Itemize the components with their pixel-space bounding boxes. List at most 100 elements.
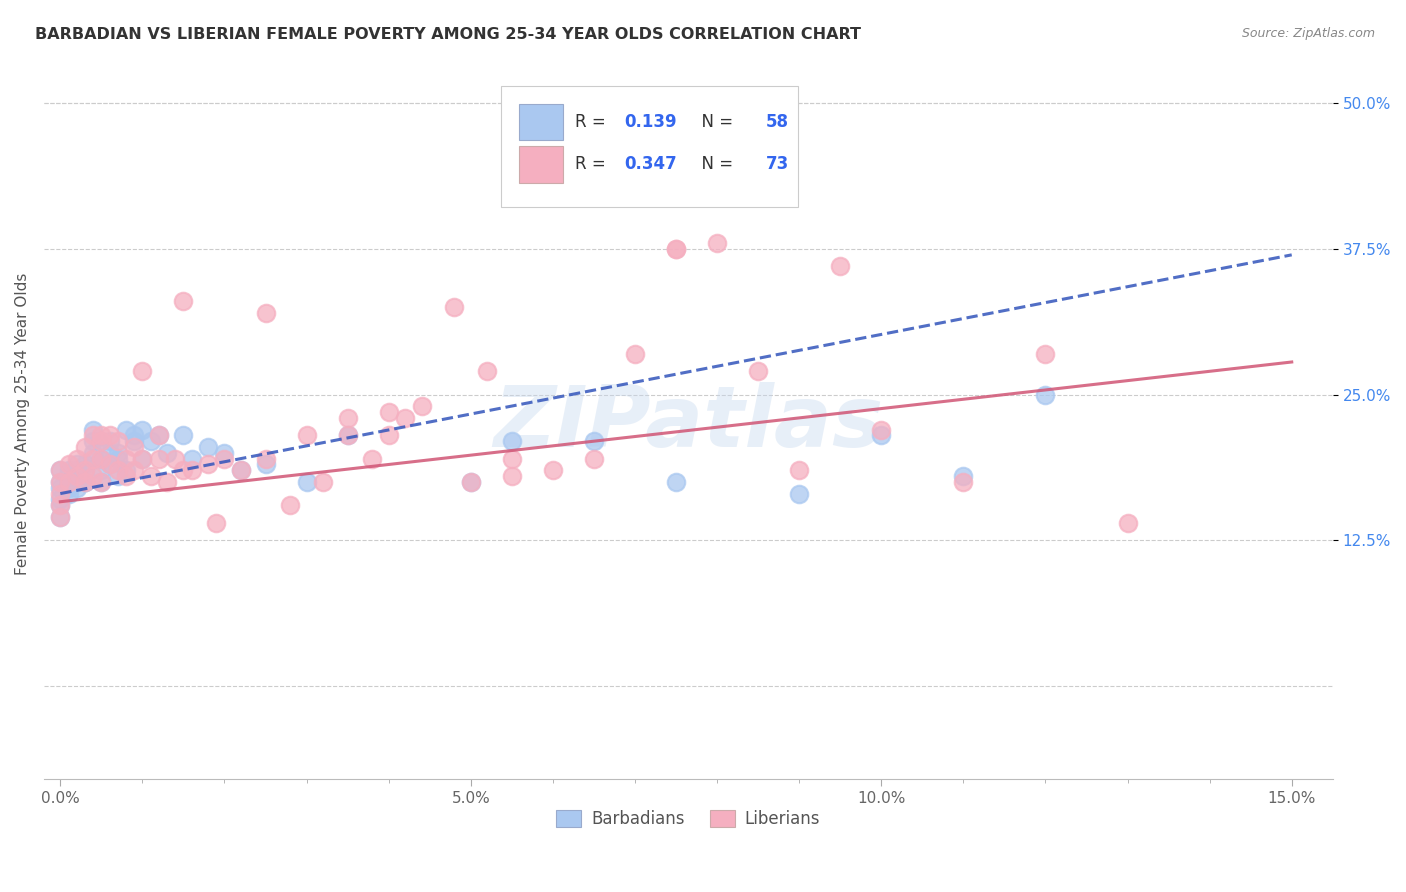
Point (82, 469, 104, 483)
Text: 73: 73 (766, 155, 789, 173)
Text: ZIPatlas: ZIPatlas (494, 382, 883, 466)
Point (501, 451, 523, 466)
Point (254, 451, 277, 466)
Point (443, 300, 465, 314)
Point (460, 475, 482, 489)
Point (66, 469, 89, 483)
Point (90, 434, 112, 449)
FancyBboxPatch shape (519, 146, 564, 183)
Point (139, 469, 162, 483)
Point (49, 481, 72, 495)
Point (115, 463, 138, 477)
Point (377, 405, 399, 419)
Point (107, 469, 129, 483)
Point (197, 458, 219, 472)
Point (336, 428, 359, 442)
Point (624, 347, 647, 361)
Point (139, 434, 162, 449)
Point (665, 242, 688, 256)
Text: BARBADIAN VS LIBERIAN FEMALE POVERTY AMONG 25-34 YEAR OLDS CORRELATION CHART: BARBADIAN VS LIBERIAN FEMALE POVERTY AMO… (35, 27, 860, 42)
Point (665, 242, 688, 256)
Point (229, 463, 252, 477)
Point (156, 446, 179, 460)
Point (148, 428, 170, 442)
Point (501, 469, 523, 483)
Text: R =: R = (575, 112, 612, 131)
Point (582, 451, 605, 466)
Point (90, 428, 112, 442)
Point (336, 410, 359, 425)
Point (73, 463, 96, 477)
Point (131, 423, 153, 437)
Point (49, 475, 72, 489)
Point (49, 463, 72, 477)
Point (58, 481, 80, 495)
Point (98, 434, 121, 449)
Point (541, 166, 564, 180)
Point (49, 509, 72, 524)
Point (73, 458, 96, 472)
Point (66, 469, 89, 483)
Point (66, 463, 89, 477)
FancyBboxPatch shape (519, 103, 564, 140)
Point (131, 364, 153, 378)
Point (115, 469, 138, 483)
Point (477, 364, 499, 378)
Point (107, 463, 129, 477)
Point (49, 498, 72, 512)
Point (830, 260, 852, 274)
Y-axis label: Female Poverty Among 25-34 Year Olds: Female Poverty Among 25-34 Year Olds (15, 273, 30, 575)
Point (952, 469, 974, 483)
Point (156, 475, 179, 489)
Point (131, 451, 153, 466)
Point (952, 475, 974, 489)
Point (82, 428, 104, 442)
Point (394, 410, 416, 425)
Point (90, 451, 112, 466)
Point (254, 306, 277, 320)
Point (165, 451, 187, 466)
Point (122, 463, 145, 477)
Point (361, 451, 384, 466)
Point (90, 475, 112, 489)
Point (82, 434, 104, 449)
Point (66, 458, 89, 472)
Point (582, 434, 605, 449)
Text: Source: ZipAtlas.com: Source: ZipAtlas.com (1241, 27, 1375, 40)
Point (107, 446, 129, 460)
Point (870, 423, 893, 437)
Point (122, 440, 145, 454)
Point (98, 458, 121, 472)
Point (665, 475, 688, 489)
Point (1035, 387, 1057, 401)
Point (411, 399, 433, 413)
Point (98, 428, 121, 442)
Point (66, 481, 89, 495)
Point (747, 364, 769, 378)
Point (624, 172, 647, 186)
Point (49, 463, 72, 477)
FancyBboxPatch shape (502, 87, 797, 207)
Point (107, 451, 129, 466)
Point (66, 475, 89, 489)
Point (115, 423, 138, 437)
Point (377, 428, 399, 442)
Point (1035, 347, 1057, 361)
Point (82, 451, 104, 466)
Point (49, 492, 72, 507)
Point (90, 451, 112, 466)
Point (336, 428, 359, 442)
Text: 0.347: 0.347 (624, 155, 676, 173)
Text: 58: 58 (766, 112, 789, 131)
Point (214, 446, 236, 460)
Point (460, 475, 482, 489)
Point (172, 294, 194, 309)
Text: R =: R = (575, 155, 612, 173)
Point (73, 475, 96, 489)
Point (787, 486, 810, 500)
Point (197, 440, 219, 454)
Point (49, 498, 72, 512)
Point (278, 498, 301, 512)
Point (148, 451, 170, 466)
Point (90, 475, 112, 489)
